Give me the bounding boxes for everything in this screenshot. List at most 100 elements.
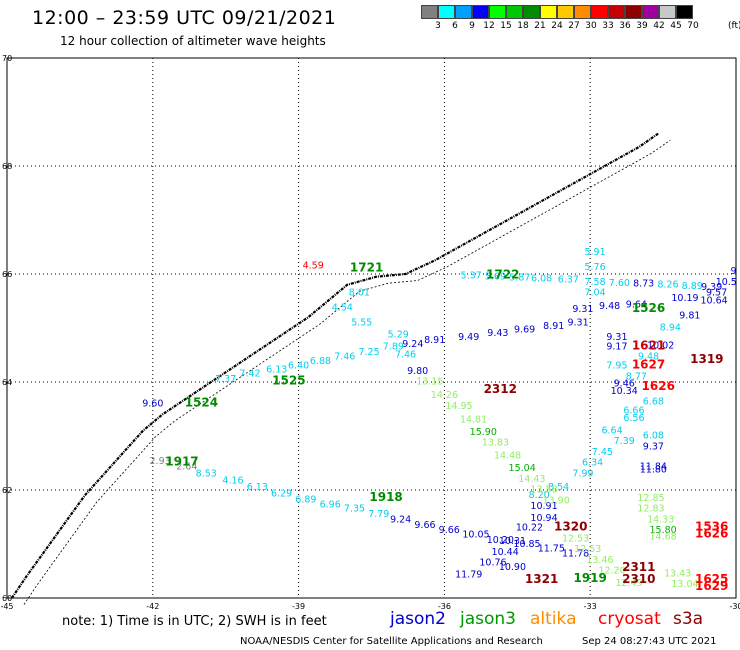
colorbar-swatch — [642, 5, 659, 19]
time-label: 2310 — [622, 572, 655, 586]
wave-height-label: 13.04 — [671, 579, 698, 590]
wave-height-label: 5.29 — [388, 330, 409, 341]
wave-height-label: 6.88 — [310, 356, 331, 367]
colorbar-swatch — [438, 5, 455, 19]
time-label: 1320 — [554, 520, 587, 534]
lat-label: 64 — [2, 378, 12, 387]
colorbar-label: 6 — [452, 21, 458, 31]
time-label: 1536 — [695, 520, 728, 534]
wave-height-label: 7.46 — [334, 351, 355, 362]
wave-height-label: 6.34 — [582, 458, 603, 469]
wave-height-label: 10.5 — [716, 277, 737, 288]
footer-note: note: 1) Time is in UTC; 2) SWH is in fe… — [62, 614, 327, 629]
wave-height-label: 9.31 — [572, 304, 593, 315]
wave-height-label: 5.55 — [351, 317, 372, 328]
wave-height-label: 6.08 — [531, 274, 552, 285]
time-label: 1919 — [573, 571, 606, 585]
colorbar-swatch — [608, 5, 625, 19]
lon-label: -42 — [146, 602, 159, 611]
colorbar-swatch — [676, 5, 693, 19]
lon-label: -39 — [292, 602, 305, 611]
lon-label: -30 — [729, 602, 740, 611]
wave-height-label: 10.34 — [611, 386, 638, 397]
time-label: 1627 — [632, 358, 665, 372]
wave-height-label: 10.31 — [499, 536, 526, 547]
colorbar-label: 33 — [602, 21, 614, 31]
wave-height-label: 11.79 — [455, 569, 482, 580]
map-title: 12:00 – 23:59 UTC 09/21/2021 — [32, 7, 337, 29]
wave-height-label: 4.16 — [222, 476, 243, 487]
wave-height-label: 8.26 — [657, 280, 678, 291]
wave-height-label: 10.05 — [462, 530, 489, 541]
colorbar-label: 15 — [500, 21, 512, 31]
wave-height-label: 7.60 — [609, 278, 630, 289]
colorbar-label: 18 — [517, 21, 529, 31]
wave-height-label: 7.79 — [368, 509, 389, 520]
wave-height-label: 9.17 — [606, 342, 627, 353]
wave-height-colorbar — [421, 5, 693, 19]
footer-timestamp: Sep 24 08:27:43 UTC 2021 — [582, 636, 717, 647]
wave-height-label: 6.40 — [288, 361, 309, 372]
wave-height-label: 4.54 — [332, 303, 353, 314]
wave-height-label: 7.37 — [215, 374, 236, 385]
greenland-coastline — [10, 132, 659, 599]
time-label: 2312 — [484, 382, 517, 396]
colorbar-swatch — [455, 5, 472, 19]
wave-height-label: 14.33 — [647, 514, 674, 525]
wave-height-label: 14.43 — [518, 474, 545, 485]
wave-height-label: 7.95 — [606, 361, 627, 372]
wave-height-label: 11.75 — [538, 544, 565, 555]
colorbar-swatch — [659, 5, 676, 19]
wave-height-label: 9.66 — [414, 520, 435, 531]
time-label: 1918 — [369, 490, 402, 504]
wave-height-label: 13.43 — [664, 568, 691, 579]
wave-height-label: 7.45 — [592, 447, 613, 458]
wave-height-label: 11.84 — [640, 461, 667, 472]
wave-height-label: 9.80 — [407, 366, 428, 377]
colorbar-swatch — [557, 5, 574, 19]
wave-height-label: 10.64 — [701, 296, 728, 307]
wave-height-label: 12.85 — [637, 493, 664, 504]
wave-height-label: 8.53 — [196, 469, 217, 480]
wave-height-label: 8.54 — [548, 482, 569, 493]
wave-height-label: 9.48 — [638, 351, 659, 362]
colorbar-swatch — [540, 5, 557, 19]
wave-height-label: 9.69 — [514, 324, 535, 335]
legend-altika: altika — [530, 609, 577, 629]
wave-height-label: 9.24 — [390, 514, 411, 525]
wave-height-label: 12.20 — [598, 566, 625, 577]
wave-height-label: 5.87 — [509, 272, 530, 283]
wave-height-label: 9.57 — [706, 288, 727, 299]
time-label: 1526 — [632, 301, 665, 315]
time-label: 1621 — [632, 339, 665, 353]
colorbar-label: 12 — [483, 21, 495, 31]
wave-height-label: 14.81 — [460, 415, 487, 426]
lat-label: 60 — [2, 594, 12, 603]
time-label: 1626 — [642, 379, 675, 393]
wave-height-label: 8.91 — [424, 335, 445, 346]
colorbar-labels: 3 6 9 12 15 18 21 24 27 30 33 36 39 42 45 70 — [421, 21, 740, 35]
wave-height-label: 11.78 — [562, 548, 589, 559]
wave-height-label: 8.20 — [529, 490, 550, 501]
time-label: 1722 — [486, 267, 519, 281]
wave-height-label: 7.35 — [344, 504, 365, 515]
wave-height-label: 13.15 — [416, 377, 443, 388]
wave-height-label: 4.59 — [303, 261, 324, 272]
wave-height-label: 10.19 — [671, 293, 698, 304]
wave-height-label: 5.76 — [584, 262, 605, 273]
coastline-islands — [23, 139, 671, 605]
lon-label: -33 — [584, 602, 597, 611]
wave-height-label: 8.73 — [633, 278, 654, 289]
time-label: 1525 — [272, 374, 305, 388]
wave-height-label: 9.49 — [458, 332, 479, 343]
colorbar-swatch — [506, 5, 523, 19]
wave-height-label: 7.58 — [584, 277, 605, 288]
colorbar-label: 36 — [619, 21, 631, 31]
wave-height-label: 5.91 — [584, 247, 605, 258]
colorbar-label: 70 — [687, 21, 699, 31]
time-label: 1626 — [695, 527, 728, 541]
legend-s3a: s3a — [673, 609, 704, 629]
wave-height-label: 10.94 — [530, 513, 557, 524]
map-subtitle: 12 hour collection of altimeter wave hei… — [60, 34, 326, 48]
